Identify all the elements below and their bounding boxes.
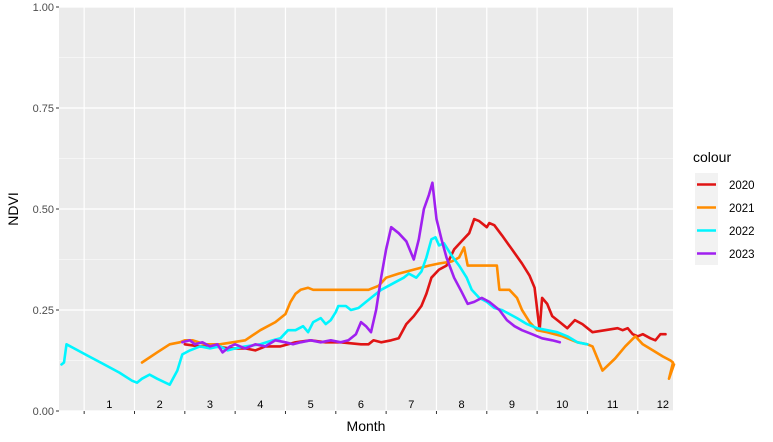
month-label: 3 <box>207 399 213 411</box>
y-tick-label: 0.50 <box>33 204 54 216</box>
month-label: 10 <box>556 399 568 411</box>
y-tick-label: 1.00 <box>33 2 54 14</box>
series-line-2023 <box>181 181 562 354</box>
x-axis-title: Month <box>347 418 386 434</box>
month-label: 11 <box>607 399 618 411</box>
legend-label-2021: 2021 <box>729 203 755 215</box>
legend: colour 2020 2021 2022 2023 <box>693 149 755 265</box>
y-tick-label: 0.00 <box>33 406 54 418</box>
legend-label-2023: 2023 <box>729 249 755 261</box>
series-lines <box>60 181 676 386</box>
month-label: 6 <box>358 399 364 411</box>
month-label: 8 <box>459 399 465 411</box>
legend-title: colour <box>693 149 731 165</box>
y-tick-label: 0.25 <box>33 305 54 317</box>
month-label: 2 <box>157 399 163 411</box>
month-label: 7 <box>408 399 414 411</box>
minor-gridlines <box>59 57 673 361</box>
legend-label-2020: 2020 <box>729 180 755 192</box>
month-label: 1 <box>106 399 112 411</box>
month-label: 9 <box>509 399 515 411</box>
series-line-2021 <box>140 246 676 380</box>
legend-label-2022: 2022 <box>729 226 755 238</box>
month-label: 12 <box>657 399 669 411</box>
month-label: 5 <box>308 399 314 411</box>
x-axis: 1 2 3 4 5 6 7 8 9 10 11 12 <box>83 399 669 414</box>
y-axis-title: NDVI <box>5 192 21 225</box>
y-tick-label: 0.75 <box>33 103 54 115</box>
y-axis: 0.00 0.25 0.50 0.75 1.00 <box>33 2 59 418</box>
month-label: 4 <box>257 399 263 411</box>
